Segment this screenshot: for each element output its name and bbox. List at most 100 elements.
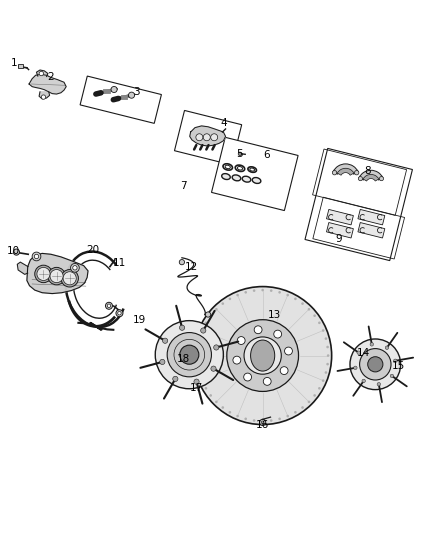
Text: 15: 15	[392, 361, 406, 371]
Polygon shape	[326, 223, 353, 238]
Circle shape	[211, 134, 218, 141]
Text: 12: 12	[185, 262, 198, 272]
Circle shape	[362, 379, 365, 383]
Circle shape	[35, 265, 52, 282]
Polygon shape	[29, 75, 66, 94]
Circle shape	[350, 339, 401, 390]
Circle shape	[238, 152, 242, 156]
Circle shape	[318, 321, 321, 324]
Circle shape	[280, 367, 288, 375]
Circle shape	[326, 346, 329, 349]
Circle shape	[326, 363, 329, 366]
Circle shape	[393, 359, 397, 362]
Text: 2: 2	[48, 71, 54, 82]
Circle shape	[222, 406, 224, 409]
Wedge shape	[363, 174, 379, 181]
Circle shape	[244, 417, 247, 420]
Text: 13: 13	[268, 310, 282, 320]
Circle shape	[390, 374, 394, 378]
Text: 20: 20	[87, 245, 100, 255]
Polygon shape	[80, 76, 162, 123]
Text: 4: 4	[220, 118, 227, 128]
Polygon shape	[326, 209, 353, 225]
Circle shape	[385, 346, 389, 350]
Polygon shape	[190, 126, 226, 146]
Circle shape	[294, 411, 297, 414]
Circle shape	[61, 270, 78, 287]
Circle shape	[34, 254, 39, 259]
Circle shape	[222, 302, 224, 305]
Circle shape	[180, 345, 199, 364]
Text: 16: 16	[256, 419, 269, 430]
Polygon shape	[36, 70, 48, 77]
Text: 7: 7	[180, 181, 187, 191]
Circle shape	[322, 329, 325, 332]
Circle shape	[167, 333, 212, 377]
Circle shape	[377, 383, 381, 386]
Circle shape	[260, 419, 266, 425]
Polygon shape	[212, 138, 298, 211]
Circle shape	[286, 294, 289, 296]
Circle shape	[173, 376, 178, 382]
Circle shape	[301, 302, 304, 305]
Circle shape	[325, 371, 327, 374]
Circle shape	[318, 387, 321, 390]
Circle shape	[209, 314, 212, 317]
Circle shape	[128, 92, 134, 98]
Circle shape	[313, 314, 316, 317]
Circle shape	[201, 329, 204, 332]
Circle shape	[236, 415, 239, 417]
Circle shape	[270, 419, 272, 422]
Circle shape	[263, 377, 271, 385]
Circle shape	[205, 321, 207, 324]
Text: 3: 3	[133, 87, 139, 97]
Circle shape	[162, 338, 168, 343]
Bar	[18, 64, 23, 68]
Circle shape	[41, 95, 46, 99]
Circle shape	[307, 401, 310, 403]
Circle shape	[118, 311, 121, 315]
Circle shape	[229, 297, 231, 300]
Circle shape	[294, 297, 297, 300]
Circle shape	[357, 351, 360, 354]
Circle shape	[194, 287, 332, 425]
Circle shape	[244, 337, 281, 374]
Circle shape	[196, 346, 199, 349]
Ellipse shape	[232, 175, 241, 181]
Circle shape	[353, 366, 357, 369]
Circle shape	[301, 406, 304, 409]
Circle shape	[196, 354, 198, 357]
Circle shape	[354, 171, 359, 175]
Circle shape	[71, 263, 79, 272]
Circle shape	[278, 291, 281, 294]
Ellipse shape	[251, 340, 275, 371]
Text: 19: 19	[133, 315, 146, 325]
Circle shape	[50, 270, 63, 282]
Text: 18: 18	[177, 354, 190, 364]
Circle shape	[214, 345, 219, 350]
Polygon shape	[358, 223, 385, 238]
Circle shape	[63, 272, 76, 285]
Circle shape	[215, 308, 218, 311]
Circle shape	[194, 379, 199, 384]
Polygon shape	[174, 110, 242, 165]
Text: 8: 8	[364, 166, 371, 176]
Circle shape	[285, 347, 293, 355]
Polygon shape	[305, 148, 413, 261]
Text: 10: 10	[7, 246, 19, 256]
Text: 17: 17	[190, 383, 203, 393]
Circle shape	[205, 387, 207, 390]
Circle shape	[160, 359, 165, 365]
Circle shape	[205, 312, 211, 317]
Circle shape	[236, 294, 239, 296]
Circle shape	[198, 371, 201, 374]
Circle shape	[209, 394, 212, 397]
Circle shape	[179, 260, 184, 265]
Circle shape	[201, 328, 206, 333]
Ellipse shape	[252, 177, 261, 183]
Wedge shape	[359, 170, 383, 180]
Circle shape	[106, 302, 113, 309]
Circle shape	[332, 171, 337, 175]
Text: 11: 11	[113, 258, 126, 268]
Circle shape	[107, 304, 111, 308]
